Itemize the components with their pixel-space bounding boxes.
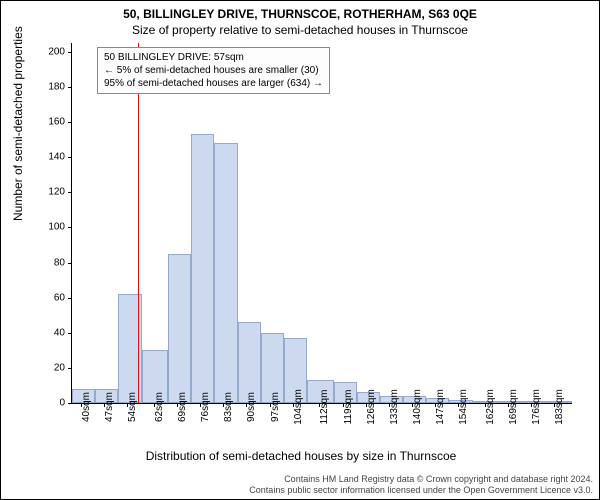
chart-title: 50, BILLINGLEY DRIVE, THURNSCOE, ROTHERH… [1,7,599,21]
x-tick-label: 183sqm [554,389,565,425]
footer: Contains HM Land Registry data © Crown c… [249,474,593,496]
x-tick-label: 62sqm [154,392,165,422]
x-tick-label: 69sqm [177,392,188,422]
x-tick-label: 119sqm [343,390,354,425]
histogram-bar [238,322,261,403]
x-tick-mark [104,403,105,407]
y-tick-label: 180 [35,81,65,92]
x-tick-mark [154,403,155,407]
y-tick-label: 40 [35,327,65,338]
annotation-line-1: 50 BILLINGLEY DRIVE: 57sqm [104,51,323,64]
x-tick-label: 154sqm [458,389,469,425]
x-tick-label: 97sqm [270,392,281,422]
plot-region [71,43,572,404]
x-tick-label: 47sqm [104,392,115,422]
x-tick-label: 140sqm [412,389,423,425]
y-tick-label: 100 [35,222,65,233]
x-tick-mark [177,403,178,407]
x-tick-mark [389,403,390,407]
y-tick-label: 140 [35,152,65,163]
y-tick-mark [68,403,72,404]
x-tick-mark [223,403,224,407]
x-tick-label: 90sqm [246,392,257,422]
chart-area: 02040608010012014016018020040sqm47sqm54s… [71,43,571,403]
y-tick-mark [68,263,72,264]
y-tick-mark [68,333,72,334]
y-axis-label: Number of semi-detached properties [11,26,25,221]
x-tick-label: 76sqm [200,392,211,422]
x-tick-mark [319,403,320,407]
y-tick-label: 60 [35,292,65,303]
y-tick-mark [68,87,72,88]
histogram-bar [214,143,237,403]
y-tick-mark [68,192,72,193]
x-tick-mark [458,403,459,407]
x-tick-mark [435,403,436,407]
x-tick-label: 162sqm [485,389,496,425]
footer-line-1: Contains HM Land Registry data © Crown c… [249,474,593,485]
x-tick-label: 147sqm [435,389,446,425]
x-tick-mark [508,403,509,407]
y-tick-label: 120 [35,187,65,198]
x-tick-mark [554,403,555,407]
histogram-bar [168,254,191,403]
y-tick-mark [68,298,72,299]
x-axis-label: Distribution of semi-detached houses by … [1,449,600,463]
y-tick-mark [68,368,72,369]
y-tick-mark [68,157,72,158]
x-tick-label: 169sqm [508,389,519,425]
annotation-line-2: ← 5% of semi-detached houses are smaller… [104,64,323,77]
footer-line-2: Contains public sector information licen… [249,485,593,496]
x-tick-mark [531,403,532,407]
x-tick-mark [270,403,271,407]
x-tick-mark [343,403,344,407]
marker-line [138,43,139,403]
x-tick-label: 176sqm [531,389,542,425]
x-tick-mark [293,403,294,407]
y-tick-label: 0 [35,398,65,409]
y-tick-label: 160 [35,117,65,128]
x-tick-mark [127,403,128,407]
x-tick-mark [412,403,413,407]
histogram-bar [191,134,214,403]
x-tick-label: 112sqm [319,390,330,425]
x-tick-mark [200,403,201,407]
y-tick-mark [68,227,72,228]
y-tick-label: 80 [35,257,65,268]
chart-container: 50, BILLINGLEY DRIVE, THURNSCOE, ROTHERH… [0,0,600,500]
annotation-line-3: 95% of semi-detached houses are larger (… [104,77,323,90]
x-tick-label: 83sqm [223,392,234,422]
x-tick-label: 54sqm [127,392,138,422]
y-tick-label: 20 [35,362,65,373]
x-tick-label: 133sqm [389,389,400,425]
x-tick-mark [366,403,367,407]
x-tick-mark [246,403,247,407]
x-tick-mark [485,403,486,407]
x-tick-label: 126sqm [366,389,377,425]
x-tick-mark [81,403,82,407]
y-tick-label: 200 [35,46,65,57]
annotation-box: 50 BILLINGLEY DRIVE: 57sqm ← 5% of semi-… [97,47,330,94]
y-tick-mark [68,52,72,53]
chart-subtitle: Size of property relative to semi-detach… [1,23,599,37]
y-tick-mark [68,122,72,123]
x-tick-label: 40sqm [81,392,92,422]
x-tick-label: 104sqm [293,389,304,425]
